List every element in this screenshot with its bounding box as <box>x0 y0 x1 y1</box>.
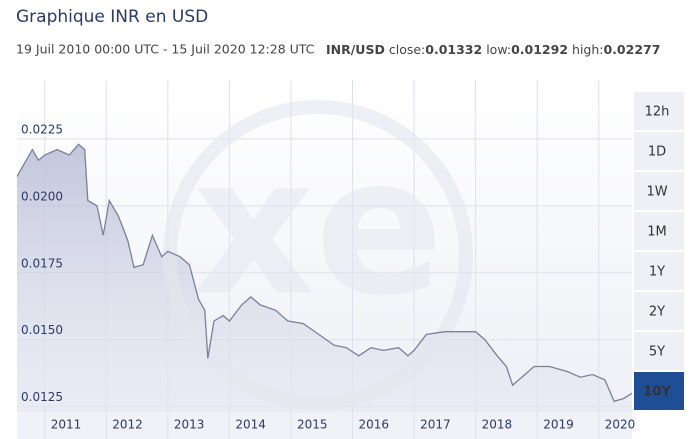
button-label[interactable]: 5Y <box>649 345 665 360</box>
button-label[interactable]: 1W <box>646 185 667 200</box>
range-button[interactable]: 1D <box>634 132 684 170</box>
button-label[interactable]: 12h <box>645 105 670 120</box>
button-bg[interactable] <box>634 252 684 290</box>
watermark: xe <box>192 116 443 337</box>
x-tick-label: 2019 <box>543 418 574 432</box>
button-bg[interactable] <box>634 132 684 170</box>
button-label[interactable]: 10Y <box>643 385 671 400</box>
range-button[interactable]: 5Y <box>634 332 684 370</box>
x-tick-label: 2013 <box>174 418 205 432</box>
y-tick-label: 0.0225 <box>21 122 63 136</box>
stat-label: close: <box>389 42 425 57</box>
pair: INR/USD <box>326 42 385 57</box>
area <box>17 144 632 413</box>
range-button[interactable]: 2Y <box>634 292 684 330</box>
stats: INR/USD close:0.01332 low:0.01292 high:0.02… <box>326 42 660 57</box>
subtitle: 19 Juil 2010 00:00 UTC - 15 Juil 2020 12… <box>16 42 315 57</box>
watermark-ring <box>163 100 473 410</box>
stat-label: low: <box>486 42 511 57</box>
line <box>16 143 633 403</box>
x-axis-strip <box>17 412 632 439</box>
chart-title: Graphique INR en USD <box>16 7 208 27</box>
x-tick-label: 2018 <box>482 418 513 432</box>
x-tick-label: 2016 <box>359 418 390 432</box>
y-tick-label: 0.0150 <box>21 323 63 337</box>
x-tick-label: 2011 <box>51 418 82 432</box>
button-bg[interactable] <box>634 92 684 130</box>
range-button[interactable]: 12h <box>634 92 684 130</box>
x-tick-label: 2017 <box>420 418 451 432</box>
x-tick-label: 2012 <box>112 418 143 432</box>
button-bg[interactable] <box>634 292 684 330</box>
x-tick-label: 2014 <box>235 418 266 432</box>
button-bg[interactable] <box>634 212 684 250</box>
button-bg[interactable] <box>634 172 684 210</box>
button-bg[interactable] <box>634 332 684 370</box>
y-tick-label: 0.0200 <box>21 189 63 203</box>
y-tick-label: 0.0175 <box>21 256 63 270</box>
range-button[interactable]: 10Y <box>634 372 684 410</box>
button-label[interactable]: 1D <box>648 145 666 160</box>
x-tick-label: 2015 <box>297 418 328 432</box>
stat-value: 0.01292 <box>511 42 568 57</box>
button-label[interactable]: 1M <box>647 225 667 240</box>
button-bg[interactable] <box>634 372 684 410</box>
stat-label: high: <box>572 42 603 57</box>
range-button[interactable]: 1Y <box>634 252 684 290</box>
stat-value: 0.02277 <box>603 42 660 57</box>
button-label[interactable]: 1Y <box>649 265 665 280</box>
y-tick-label: 0.0125 <box>21 390 63 404</box>
x-tick-label: 2020 <box>605 418 636 432</box>
range-button[interactable]: 1M <box>634 212 684 250</box>
button-label[interactable]: 2Y <box>649 305 665 320</box>
range-button[interactable]: 1W <box>634 172 684 210</box>
stat-value: 0.01332 <box>425 42 482 57</box>
